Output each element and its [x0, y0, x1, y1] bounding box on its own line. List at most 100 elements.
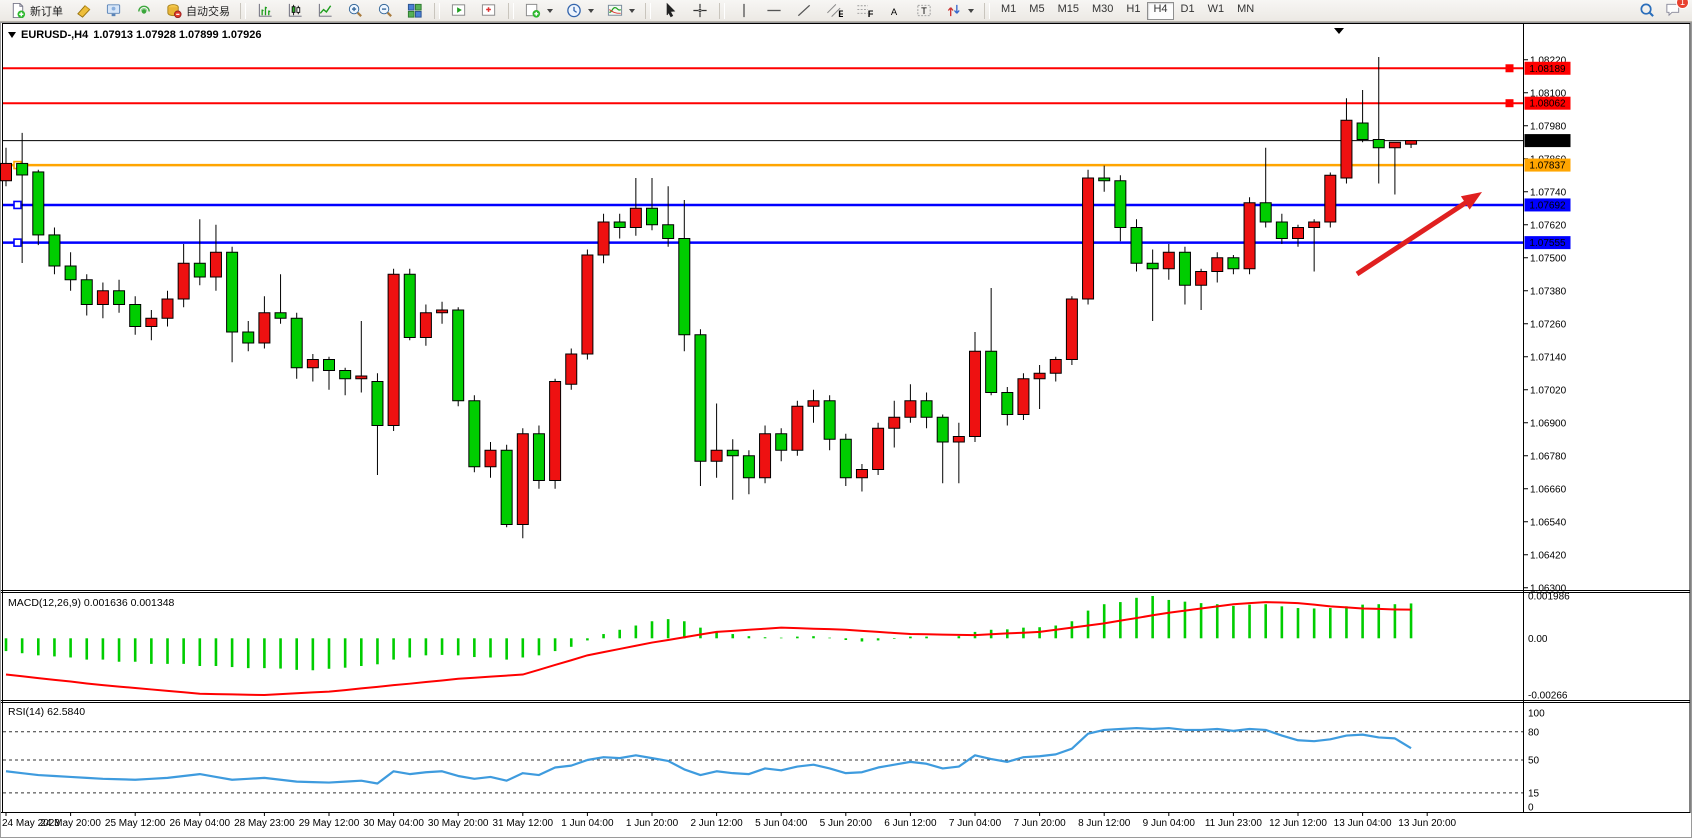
strategy-tester-button[interactable]: [445, 1, 473, 21]
candle-up: [516, 433, 529, 525]
timeframe-m1[interactable]: M1: [1001, 2, 1017, 15]
candle-up: [1049, 359, 1062, 374]
timeframe-d1[interactable]: D1: [1180, 2, 1195, 15]
price-badge-label: 1.07926: [1529, 136, 1566, 147]
resistance-line-lower-handle[interactable]: [1505, 99, 1514, 108]
chart-window[interactable]: EURUSD-,H4 1.07913 1.07928 1.07899 1.079…: [0, 22, 1692, 838]
candle-down: [775, 433, 788, 451]
styler-button[interactable]: [70, 1, 98, 21]
indicators-button[interactable]: [601, 1, 640, 21]
new-chart-button[interactable]: [519, 1, 558, 21]
fibonacci-button[interactable]: F: [850, 1, 878, 21]
depth-of-market-button[interactable]: [475, 1, 503, 21]
candle-up: [1065, 298, 1078, 360]
time-tick-label: 12 Jun 12:00: [1269, 818, 1327, 829]
terminal-button[interactable]: [100, 1, 128, 21]
timeframe-h1[interactable]: H1: [1126, 2, 1141, 15]
trend-arrow-annotation[interactable]: [1355, 192, 1482, 277]
candle-down: [1259, 202, 1272, 223]
equidistant-channel-icon: E: [825, 2, 843, 19]
price-badge: [1524, 96, 1571, 110]
candle-up: [1211, 257, 1224, 272]
candle-down: [532, 433, 545, 481]
candle-down: [726, 449, 739, 457]
text-label-button[interactable]: T: [910, 1, 938, 21]
support-line-upper-handle[interactable]: [13, 200, 22, 210]
macd-pane: 0.001986 0.00 -0.00266: [4, 591, 1570, 701]
candle-up: [904, 400, 917, 418]
tile-windows-button[interactable]: [401, 1, 429, 21]
period-button[interactable]: [560, 1, 599, 21]
zoom-out-button[interactable]: [371, 1, 399, 21]
candle-down: [662, 224, 675, 239]
timeframe-m15[interactable]: M15: [1057, 2, 1079, 15]
price-badge: [1524, 158, 1571, 172]
chat-button[interactable]: 1: [1664, 0, 1689, 21]
horizontal-line-button[interactable]: [760, 1, 788, 21]
resistance-line-upper-handle[interactable]: [1505, 64, 1514, 73]
arrows-button[interactable]: [940, 1, 979, 21]
line-chart-icon: [316, 2, 334, 19]
trend-line-button[interactable]: [790, 1, 818, 21]
candle-up: [96, 290, 109, 305]
candlestick-chart-button[interactable]: [281, 1, 309, 21]
zoom-in-button[interactable]: [341, 1, 369, 21]
macd-values: 0.001636 0.001348: [83, 597, 175, 609]
signals-button[interactable]: [130, 1, 158, 21]
timeframe-m30[interactable]: M30: [1091, 2, 1114, 15]
cursor-icon: [661, 2, 679, 19]
time-tick-label: 5 Jun 20:00: [820, 818, 873, 829]
candle-up: [791, 405, 804, 451]
time-tick-label: 13 Jun 04:00: [1334, 818, 1392, 829]
time-tick-label: 31 May 12:00: [492, 818, 553, 829]
scroll-to-end-marker[interactable]: [1334, 28, 1344, 34]
candle-down: [113, 290, 126, 305]
candle-down: [193, 262, 206, 278]
auto-trading-button[interactable]: 自动交易: [160, 1, 235, 21]
collapse-triangle-icon[interactable]: [8, 32, 16, 38]
support-line-lower-handle[interactable]: [13, 238, 22, 247]
candle-up: [1324, 174, 1337, 223]
candle-up: [0, 162, 12, 182]
vertical-line-button[interactable]: [730, 1, 758, 21]
timeframe-w1[interactable]: W1: [1207, 2, 1225, 15]
price-axis[interactable]: 1.082201.081001.079801.078601.077401.076…: [1523, 55, 1571, 594]
price-badge-label: 1.07692: [1529, 200, 1566, 211]
time-tick-label: 13 Jun 20:00: [1398, 818, 1456, 829]
candle-up: [581, 254, 594, 355]
horizontal-lines-layer: [3, 64, 1523, 247]
crosshair-icon: [691, 2, 709, 19]
price-tick-label: 1.06420: [1530, 550, 1567, 561]
timeframe-h4[interactable]: H4: [1147, 1, 1174, 20]
candle-down: [936, 416, 949, 443]
candle-down: [32, 171, 45, 236]
text-button[interactable]: A: [880, 1, 908, 21]
timeframe-mn[interactable]: MN: [1237, 2, 1255, 15]
chevron-down-icon: [968, 8, 974, 13]
cursor-button[interactable]: [656, 1, 684, 21]
candle-down: [1275, 221, 1288, 239]
candle-down: [1372, 139, 1385, 149]
new-order-button[interactable]: 新订单: [4, 1, 68, 21]
chart-canvas[interactable]: 0.0019860.00-0.0026610080501501.082201.0…: [0, 22, 1692, 838]
fibonacci-icon: F: [855, 2, 873, 19]
timeframe-m5[interactable]: M5: [1029, 2, 1045, 15]
chart-background: [0, 22, 1692, 838]
line-chart-button[interactable]: [311, 1, 339, 21]
candle-up: [1017, 378, 1030, 415]
candle-down: [64, 265, 77, 281]
bar-chart-button[interactable]: [251, 1, 279, 21]
crosshair-button[interactable]: [686, 1, 714, 21]
price-tick-label: 1.07380: [1530, 286, 1567, 297]
text-icon: A: [885, 2, 903, 19]
search-icon[interactable]: [1638, 2, 1656, 19]
toolbar-separator: [508, 2, 514, 19]
price-tick-label: 1.07500: [1530, 253, 1567, 264]
candle-up: [1405, 140, 1418, 145]
candle-up: [759, 433, 772, 479]
price-tick-label: 1.06540: [1530, 517, 1567, 528]
svg-text:F: F: [868, 9, 873, 19]
equidistant-channel-button[interactable]: E: [820, 1, 848, 21]
signal-icon: [135, 2, 153, 19]
